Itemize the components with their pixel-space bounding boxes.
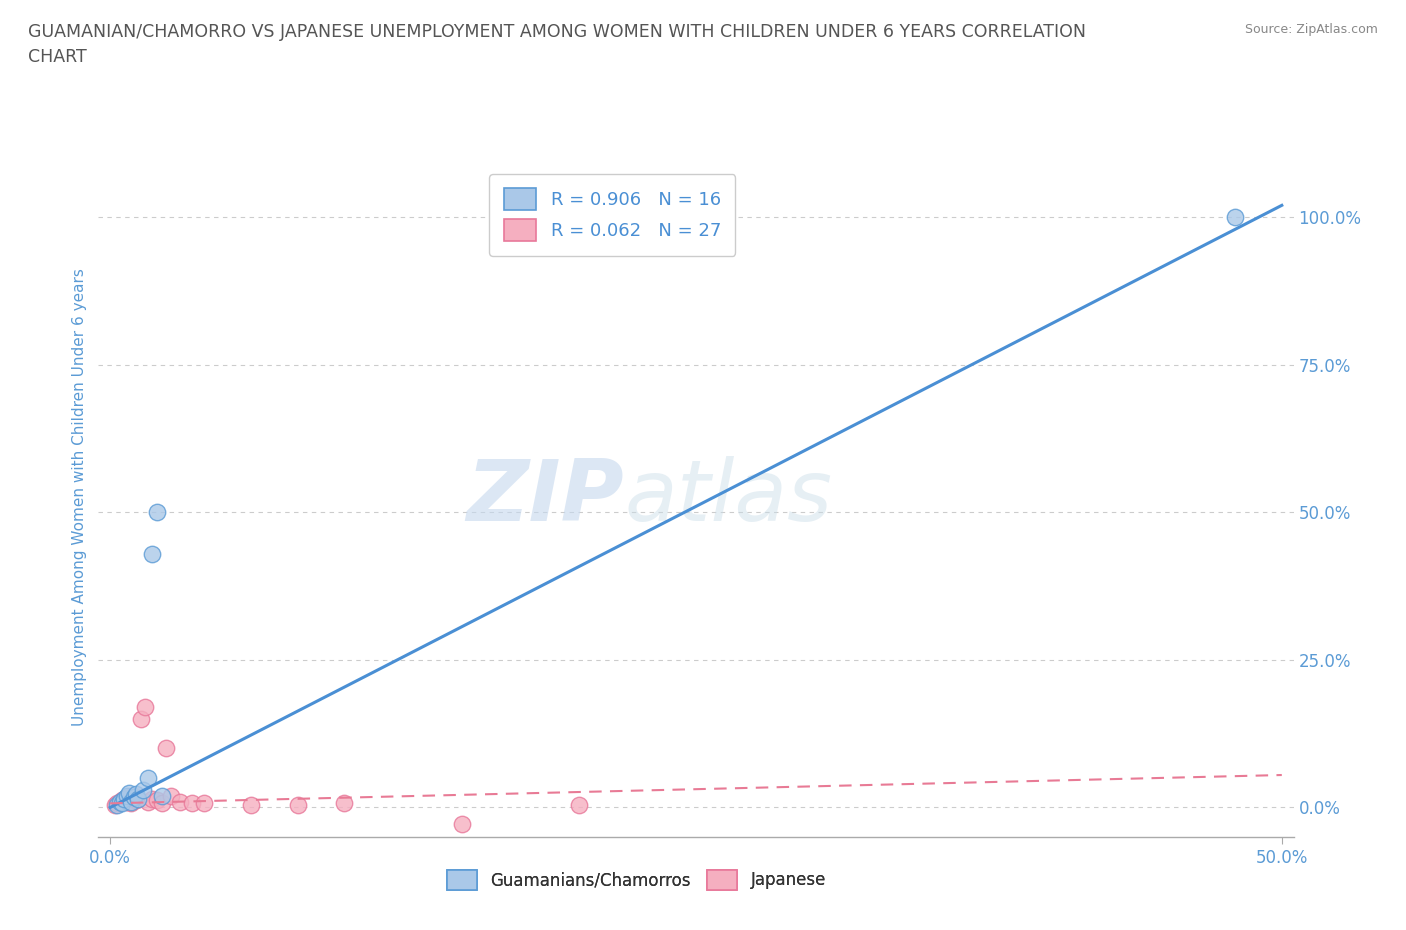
Point (108, 794, 131, 809)
Point (129, 711, 152, 726)
Point (105, 795, 128, 810)
Point (112, 791, 135, 806)
Point (112, 791, 135, 806)
Point (105, 797, 128, 812)
Point (181, 795, 204, 810)
Point (132, 782, 155, 797)
Point (122, 790, 145, 804)
Point (120, 795, 142, 810)
Point (287, 797, 309, 812)
Y-axis label: Unemployment Among Women with Children Under 6 years: Unemployment Among Women with Children U… (72, 269, 87, 726)
Point (239, 797, 262, 812)
Point (1223, 209, 1246, 224)
Point (333, 795, 356, 810)
Point (146, 505, 169, 520)
Point (568, 797, 591, 812)
Point (125, 787, 148, 802)
Point (122, 789, 145, 804)
Point (150, 795, 173, 810)
Point (136, 771, 159, 786)
Point (146, 793, 169, 808)
Legend: Guamanians/Chamorros, Japanese: Guamanians/Chamorros, Japanese (440, 863, 832, 897)
Point (125, 793, 148, 808)
Point (111, 793, 134, 808)
Point (115, 794, 138, 809)
Point (127, 791, 149, 806)
Point (134, 699, 156, 714)
Text: atlas: atlas (624, 456, 832, 539)
Point (450, 817, 472, 831)
Point (108, 794, 131, 809)
Point (150, 789, 173, 804)
Point (120, 794, 142, 809)
Point (118, 785, 141, 800)
Point (155, 741, 177, 756)
Point (141, 791, 163, 806)
Point (193, 795, 215, 810)
Point (104, 797, 127, 812)
Point (141, 546, 163, 561)
Point (118, 790, 141, 804)
Text: ZIP: ZIP (467, 456, 624, 539)
Point (136, 794, 159, 809)
Text: CHART: CHART (28, 48, 87, 66)
Text: GUAMANIAN/CHAMORRO VS JAPANESE UNEMPLOYMENT AMONG WOMEN WITH CHILDREN UNDER 6 YE: GUAMANIAN/CHAMORRO VS JAPANESE UNEMPLOYM… (28, 23, 1085, 41)
Point (160, 789, 183, 804)
Text: Source: ZipAtlas.com: Source: ZipAtlas.com (1244, 23, 1378, 36)
Point (169, 794, 191, 809)
Point (115, 789, 138, 804)
Point (127, 791, 149, 806)
Point (111, 795, 134, 810)
